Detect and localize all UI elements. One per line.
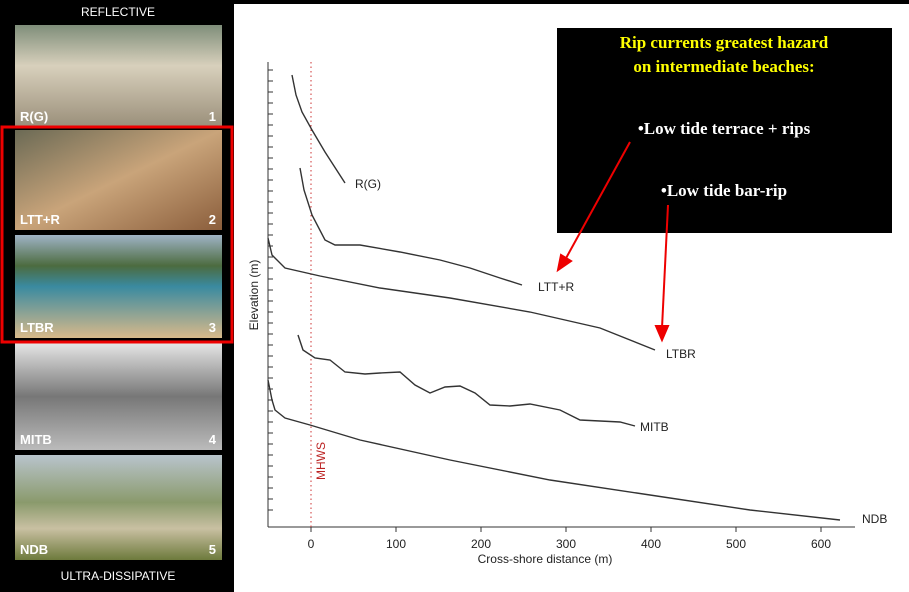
photo-code: NDB (20, 542, 48, 557)
callout-item: •Low tide bar-rip (661, 181, 787, 200)
x-tick-label: 300 (556, 537, 576, 551)
mhws-label: MHWS (314, 442, 328, 480)
photo-number: 2 (209, 212, 216, 227)
x-tick-label: 600 (811, 537, 831, 551)
x-tick-label: 200 (471, 537, 491, 551)
top-label: REFLECTIVE (81, 5, 155, 19)
profile-label: NDB (862, 512, 887, 526)
profile-label: LTBR (666, 347, 696, 361)
callout-title: on intermediate beaches: (633, 57, 814, 76)
y-axis-label: Elevation (m) (247, 260, 261, 331)
profile-label: LTT+R (538, 280, 574, 294)
photo-number: 3 (209, 320, 216, 335)
x-tick-label: 400 (641, 537, 661, 551)
x-tick-label: 500 (726, 537, 746, 551)
callout-item: •Low tide terrace + rips (638, 119, 811, 138)
callout-title: Rip currents greatest hazard (620, 33, 829, 52)
photo-code: R(G) (20, 109, 48, 124)
x-tick-label: 0 (308, 537, 315, 551)
x-tick-label: 100 (386, 537, 406, 551)
photo-number: 1 (209, 109, 216, 124)
page: REFLECTIVE ULTRA-DISSIPATIVE R(G) 1 LTT+R 2… (0, 0, 909, 592)
photo-code: LTBR (20, 320, 54, 335)
profile-label: R(G) (355, 177, 381, 191)
x-axis-label: Cross-shore distance (m) (478, 552, 613, 566)
photo-code: LTT+R (20, 212, 60, 227)
figure: REFLECTIVE ULTRA-DISSIPATIVE R(G) 1 LTT+R 2… (0, 0, 909, 592)
profile-label: MITB (640, 420, 669, 434)
bottom-label: ULTRA-DISSIPATIVE (61, 569, 176, 583)
photo-number: 4 (209, 432, 217, 447)
photo-code: MITB (20, 432, 52, 447)
photo-number: 5 (209, 542, 216, 557)
photo-column: R(G) 1 LTT+R 2 LTBR 3 MITB 4 NDB 5 (15, 25, 222, 560)
